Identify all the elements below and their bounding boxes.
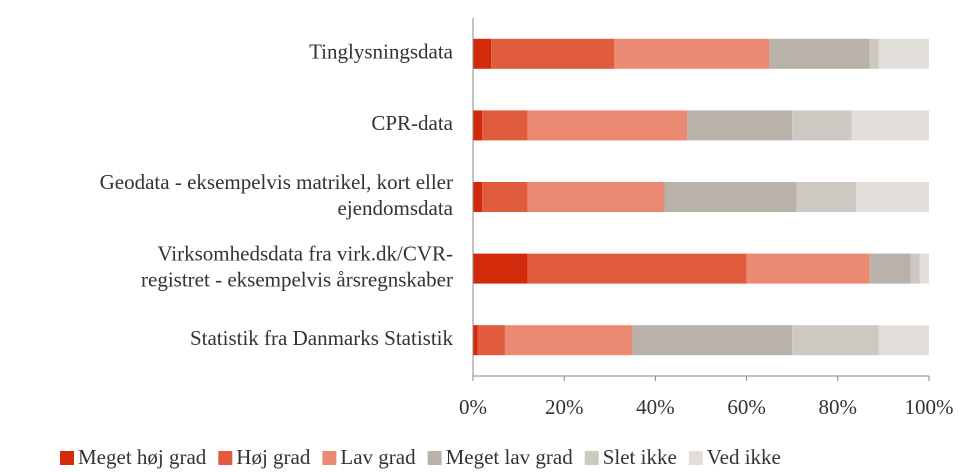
legend-label: Lav grad [340, 445, 416, 469]
bar-segment [482, 110, 528, 141]
bar-segment [878, 325, 929, 356]
legend-swatch [218, 451, 233, 465]
bar-segment [851, 110, 929, 141]
x-tick-label: 60% [727, 395, 766, 419]
bar-segment [477, 325, 505, 356]
legend-label: Meget lav grad [446, 445, 574, 469]
bar-segment [473, 182, 483, 212]
x-tick-label: 100% [905, 395, 954, 419]
legend-swatch [427, 451, 442, 465]
bar-segment [869, 38, 879, 69]
bar-segment [792, 110, 852, 141]
legend-swatch [584, 451, 599, 465]
legend-label: Meget høj grad [78, 445, 207, 469]
x-tick-label: 20% [545, 395, 584, 419]
bar-segment [491, 38, 615, 69]
y-tick-label: CPR-data [371, 111, 453, 135]
bar-segment [632, 325, 793, 356]
bar-segment [856, 182, 929, 212]
bar-segment [769, 38, 870, 69]
y-tick-label: Geodata - eksempelvis matrikel, kort ell… [100, 170, 453, 194]
y-tick-label: Virksomhedsdata fra virk.dk/CVR- [157, 241, 453, 265]
bar-segment [687, 110, 793, 141]
bar-segment [614, 38, 770, 69]
y-tick-label: ejendomsdata [338, 196, 454, 220]
bar-segment [482, 182, 528, 212]
bar-segment [527, 182, 665, 212]
bar-segment [746, 253, 870, 284]
bar-segment [869, 253, 911, 284]
bar-segment [473, 110, 483, 141]
bar-segment [473, 38, 492, 69]
bar-segment [919, 253, 929, 284]
y-tick-label: Tinglysningsdata [309, 40, 454, 64]
legend-swatch [688, 451, 703, 465]
x-tick-label: 40% [636, 395, 675, 419]
bar-segment [504, 325, 633, 356]
bar-segment [664, 182, 797, 212]
bar-segment [527, 253, 747, 284]
x-tick-label: 80% [819, 395, 858, 419]
legend-label: Høj grad [236, 445, 311, 469]
y-tick-label: Statistik fra Danmarks Statistik [190, 326, 454, 350]
legend-swatch [322, 451, 337, 465]
legend-label: Ved ikke [707, 445, 781, 469]
bar-segment [878, 38, 929, 69]
bar-segment [527, 110, 688, 141]
x-tick-label: 0% [459, 395, 487, 419]
bar-segment [473, 325, 478, 356]
legend-swatch [60, 451, 74, 465]
bar-segment [796, 182, 857, 212]
y-tick-label: registret - eksempelvis årsregnskaber [141, 267, 453, 291]
bar-segment [910, 253, 920, 284]
bar-segment [473, 253, 528, 284]
bar-segment [792, 325, 879, 356]
legend-label: Slet ikke [603, 445, 677, 469]
